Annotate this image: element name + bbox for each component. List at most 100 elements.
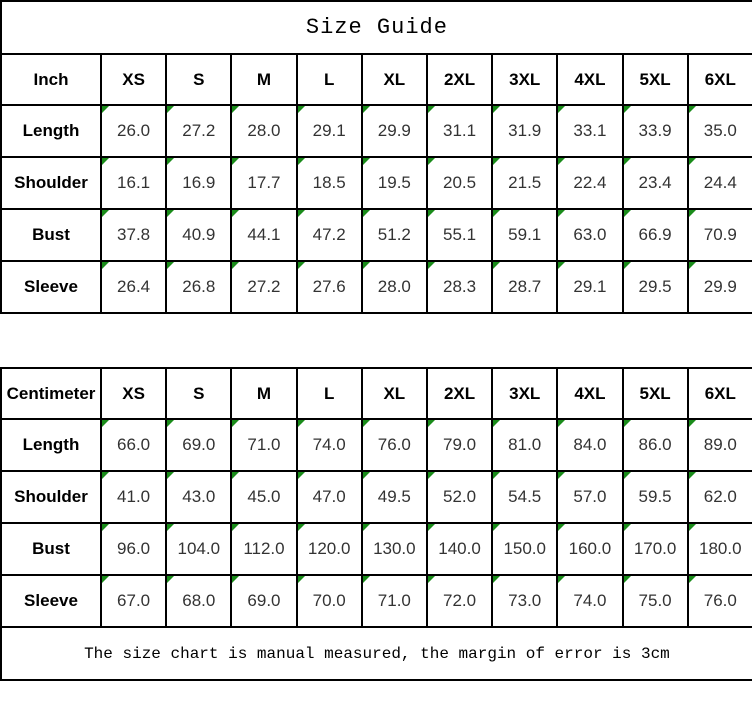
size-value: 54.5 xyxy=(508,487,542,506)
size-value: 17.7 xyxy=(247,173,281,192)
size-value-cell: 27.2 xyxy=(230,260,298,314)
size-value: 40.9 xyxy=(182,225,216,244)
green-corner-flag-icon xyxy=(428,525,435,531)
size-value-cell: 140.0 xyxy=(425,522,494,576)
size-value-cell: 26.8 xyxy=(165,260,233,314)
size-value-cell: 31.9 xyxy=(491,104,559,158)
size-value: 29.9 xyxy=(703,277,737,296)
green-corner-flag-icon xyxy=(559,211,566,217)
size-value: 70.9 xyxy=(703,225,737,244)
size-value: 29.9 xyxy=(377,121,411,140)
green-corner-flag-icon xyxy=(428,577,435,583)
size-value: 27.6 xyxy=(312,277,346,296)
green-corner-flag-icon xyxy=(494,525,501,531)
size-value: 70.0 xyxy=(312,591,346,610)
green-corner-flag-icon xyxy=(298,263,305,269)
size-value-cell: 89.0 xyxy=(686,418,752,472)
size-value-cell: 120.0 xyxy=(295,522,363,576)
green-corner-flag-icon xyxy=(103,159,109,165)
size-value-cell: 19.5 xyxy=(360,156,428,210)
size-value-cell: 160.0 xyxy=(556,522,624,576)
size-value-cell: 112.0 xyxy=(230,522,298,576)
green-corner-flag-icon xyxy=(559,107,566,113)
size-value-cell: 41.0 xyxy=(99,470,168,524)
green-corner-flag-icon xyxy=(689,107,696,113)
size-value-cell: 79.0 xyxy=(425,418,494,472)
size-value-cell: 86.0 xyxy=(621,418,689,472)
size-value-cell: 26.4 xyxy=(99,260,168,314)
size-value: 44.1 xyxy=(247,225,281,244)
size-value: 26.4 xyxy=(117,277,151,296)
green-corner-flag-icon xyxy=(428,159,435,165)
green-corner-flag-icon xyxy=(494,473,501,479)
size-value: 47.2 xyxy=(312,225,346,244)
green-corner-flag-icon xyxy=(363,263,370,269)
size-value-cell: 29.1 xyxy=(295,104,363,158)
measurement-row: Shoulder 16.1 16.9 17.7 18.5 19.5 20.5 21.5 22.4… xyxy=(0,156,752,210)
size-value: 29.5 xyxy=(638,277,672,296)
size-value: 16.1 xyxy=(117,173,151,192)
measurement-note: The size chart is manual measured, the m… xyxy=(0,626,752,681)
size-value: 62.0 xyxy=(703,487,737,506)
size-value: 170.0 xyxy=(633,539,677,558)
green-corner-flag-icon xyxy=(624,525,631,531)
size-header-row: Inch XS S M L XL 2XL 3XL 4XL 5XL 6XL xyxy=(0,53,752,106)
size-value-cell: 96.0 xyxy=(99,522,168,576)
size-value-cell: 29.5 xyxy=(621,260,689,314)
green-corner-flag-icon xyxy=(494,263,501,269)
size-value-cell: 76.0 xyxy=(686,574,752,628)
size-value: 37.8 xyxy=(117,225,151,244)
size-value: 26.0 xyxy=(117,121,151,140)
size-value: 130.0 xyxy=(373,539,416,558)
size-value-cell: 63.0 xyxy=(556,208,624,262)
measure-row-label: Shoulder xyxy=(0,156,102,210)
size-guide-page: Size Guide Inch XS S M L XL 2XL 3XL 4XL 5XL 6XL Len… xyxy=(0,0,752,681)
size-value: 51.2 xyxy=(377,225,411,244)
green-corner-flag-icon xyxy=(233,525,240,531)
size-value-cell: 37.8 xyxy=(99,208,168,262)
size-value-cell: 62.0 xyxy=(686,470,752,524)
size-value: 72.0 xyxy=(442,591,477,610)
green-corner-flag-icon xyxy=(559,577,566,583)
size-column-header: XL xyxy=(360,53,428,106)
size-value: 20.5 xyxy=(442,173,477,192)
green-corner-flag-icon xyxy=(689,473,696,479)
size-value-cell: 70.9 xyxy=(686,208,752,262)
green-corner-flag-icon xyxy=(103,211,109,217)
green-corner-flag-icon xyxy=(689,263,696,269)
size-value: 41.0 xyxy=(117,487,151,506)
size-value: 28.3 xyxy=(442,277,477,296)
size-value-cell: 29.9 xyxy=(360,104,428,158)
measurement-row: Bust 37.8 40.9 44.1 47.2 51.2 55.1 59.1 63.0 66.9… xyxy=(0,208,752,262)
size-column-header: 2XL xyxy=(425,367,494,420)
green-corner-flag-icon xyxy=(689,577,696,583)
green-corner-flag-icon xyxy=(103,473,109,479)
size-column-header: XL xyxy=(360,367,428,420)
green-corner-flag-icon xyxy=(494,577,501,583)
green-corner-flag-icon xyxy=(363,525,370,531)
size-value: 160.0 xyxy=(568,539,612,558)
measurement-row: Length 26.0 27.2 28.0 29.1 29.9 31.1 31.9 33.1 33… xyxy=(0,104,752,158)
size-value: 27.2 xyxy=(247,277,281,296)
green-corner-flag-icon xyxy=(624,473,631,479)
size-value-cell: 28.3 xyxy=(425,260,494,314)
size-value-cell: 66.9 xyxy=(621,208,689,262)
size-value: 66.0 xyxy=(117,435,151,454)
size-value-cell: 74.0 xyxy=(556,574,624,628)
size-value-cell: 18.5 xyxy=(295,156,363,210)
unit-label: Centimeter xyxy=(0,367,102,420)
size-value: 73.0 xyxy=(508,591,542,610)
size-value: 31.9 xyxy=(508,121,542,140)
size-value: 28.7 xyxy=(508,277,542,296)
size-value-cell: 51.2 xyxy=(360,208,428,262)
green-corner-flag-icon xyxy=(298,107,305,113)
size-column-header: 2XL xyxy=(425,53,494,106)
measurement-row: Length 66.0 69.0 71.0 74.0 76.0 79.0 81.0 84.0 86… xyxy=(0,418,752,472)
size-value: 43.0 xyxy=(182,487,216,506)
size-column-header: 5XL xyxy=(621,367,689,420)
green-corner-flag-icon xyxy=(168,107,175,113)
size-value: 180.0 xyxy=(699,539,742,558)
size-column-header: S xyxy=(165,53,233,106)
size-value: 71.0 xyxy=(377,591,411,610)
green-corner-flag-icon xyxy=(559,525,566,531)
